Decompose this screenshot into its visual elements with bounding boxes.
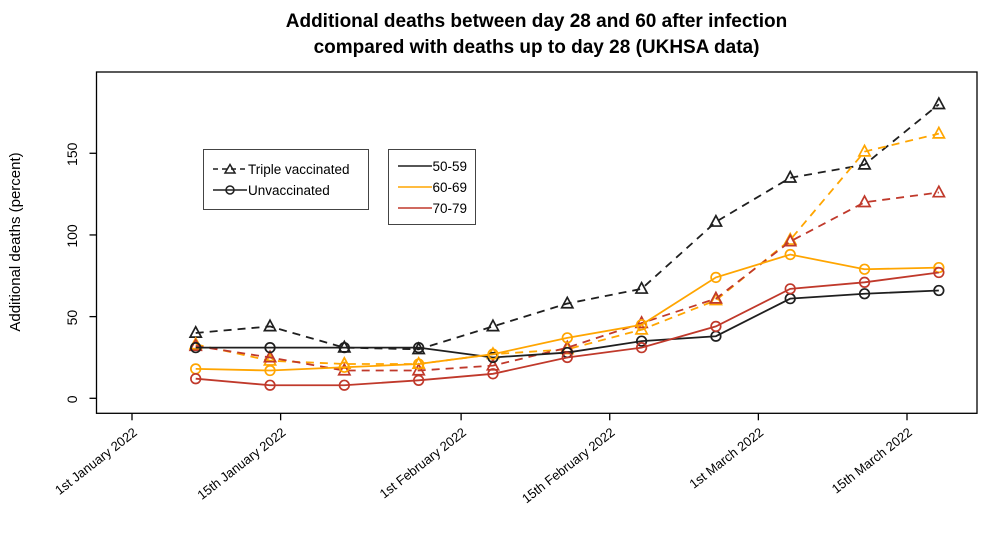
x-tick-label: 15th February 2022 bbox=[519, 425, 618, 507]
legend-age-label: 70-79 bbox=[432, 200, 467, 216]
data-point-triangle bbox=[188, 338, 203, 352]
data-point-triangle bbox=[857, 143, 872, 157]
data-point-circle bbox=[933, 284, 945, 297]
data-point-circle bbox=[190, 373, 202, 385]
data-point-triangle bbox=[931, 125, 946, 139]
x-tick-label: 15th March 2022 bbox=[829, 425, 915, 497]
data-point-circle bbox=[710, 271, 722, 284]
legend-age-groups: 50-59 60-69 70-79 bbox=[388, 149, 476, 225]
data-point-circle bbox=[190, 342, 202, 354]
data-point-circle bbox=[710, 320, 722, 333]
legend-age-label: 50-59 bbox=[432, 158, 467, 174]
data-point-circle bbox=[338, 379, 350, 391]
y-tick-label: 0 bbox=[64, 395, 80, 403]
legend-age-item: 50-59 bbox=[397, 156, 467, 177]
data-point-circle bbox=[858, 276, 871, 288]
data-point-triangle bbox=[560, 295, 575, 309]
data-point-triangle bbox=[485, 318, 500, 332]
legend-status-item: Unvaccinated bbox=[212, 180, 360, 201]
triangle-symbol-icon bbox=[213, 163, 247, 174]
data-point-circle bbox=[784, 283, 796, 295]
legend-age-item: 60-69 bbox=[397, 177, 467, 198]
data-point-circle bbox=[635, 342, 648, 354]
data-point-circle bbox=[264, 342, 276, 354]
data-point-circle bbox=[933, 266, 945, 279]
series-line-unvaccinated-70-79 bbox=[195, 271, 939, 387]
line-symbol-icon bbox=[398, 186, 432, 188]
data-point-circle bbox=[487, 368, 499, 380]
y-axis-title: Additional deaths (percent) bbox=[7, 152, 24, 331]
y-tick-label: 100 bbox=[64, 224, 80, 248]
legend-age-label: 60-69 bbox=[432, 179, 467, 195]
data-point-circle bbox=[487, 348, 499, 360]
data-point-circle bbox=[635, 319, 648, 331]
x-tick-label: 1st March 2022 bbox=[686, 425, 766, 492]
data-point-triangle bbox=[634, 280, 649, 294]
legend-age-item: 70-79 bbox=[397, 198, 467, 219]
data-point-circle bbox=[561, 351, 573, 364]
data-point-circle bbox=[412, 358, 425, 370]
data-point-circle bbox=[858, 263, 871, 275]
x-tick-label: 15th January 2022 bbox=[194, 425, 288, 503]
y-tick-label: 150 bbox=[64, 142, 80, 166]
data-point-triangle bbox=[708, 290, 723, 304]
data-point-circle bbox=[635, 335, 648, 347]
data-point-circle bbox=[784, 248, 796, 261]
legend-status-item: Triple vaccinated bbox=[212, 159, 360, 180]
y-tick-label: 50 bbox=[64, 310, 80, 326]
legend-vaccination-status: Triple vaccinated Unvaccinated bbox=[203, 149, 369, 210]
data-point-circle bbox=[338, 342, 350, 354]
plot-frame bbox=[95, 71, 978, 414]
data-point-circle bbox=[487, 351, 499, 364]
data-point-triangle bbox=[262, 318, 278, 332]
series-line-triple-vaccinated-50-59 bbox=[195, 103, 940, 351]
data-point-triangle bbox=[931, 184, 946, 198]
legend-status-label: Unvaccinated bbox=[248, 182, 330, 198]
series-line-triple-vaccinated-60-69 bbox=[195, 132, 940, 365]
chart-title: Additional deaths between day 28 and 60 … bbox=[96, 9, 977, 61]
data-point-triangle bbox=[708, 213, 723, 227]
series-line-unvaccinated-60-69 bbox=[195, 253, 939, 372]
data-point-triangle bbox=[857, 194, 872, 208]
data-point-triangle bbox=[337, 362, 352, 376]
line-symbol-icon bbox=[398, 165, 432, 167]
plot-content: 0 50 100 150 1st January 2022 15th January 20… bbox=[52, 71, 978, 507]
circle-symbol-icon bbox=[213, 185, 247, 195]
data-point-triangle bbox=[262, 349, 278, 363]
data-point-triangle bbox=[783, 233, 798, 247]
legend-status-label: Triple vaccinated bbox=[248, 161, 350, 177]
data-point-circle bbox=[412, 342, 425, 354]
data-point-circle bbox=[338, 361, 350, 373]
chart-title-line2: compared with deaths up to day 28 (UKHSA… bbox=[313, 37, 760, 58]
data-point-triangle bbox=[857, 156, 872, 170]
x-tick-label: 1st February 2022 bbox=[377, 425, 469, 502]
line-symbol-icon bbox=[398, 207, 432, 209]
chart-title-line1: Additional deaths between day 28 and 60 … bbox=[285, 11, 788, 32]
data-point-circle bbox=[561, 332, 573, 344]
data-point-circle bbox=[858, 288, 871, 300]
data-point-circle bbox=[933, 261, 945, 274]
data-point-triangle bbox=[931, 96, 946, 110]
data-point-circle bbox=[264, 364, 276, 377]
data-point-circle bbox=[412, 374, 425, 386]
data-point-triangle bbox=[783, 169, 798, 183]
x-tick-label: 1st January 2022 bbox=[52, 425, 140, 498]
data-point-circle bbox=[264, 379, 276, 391]
